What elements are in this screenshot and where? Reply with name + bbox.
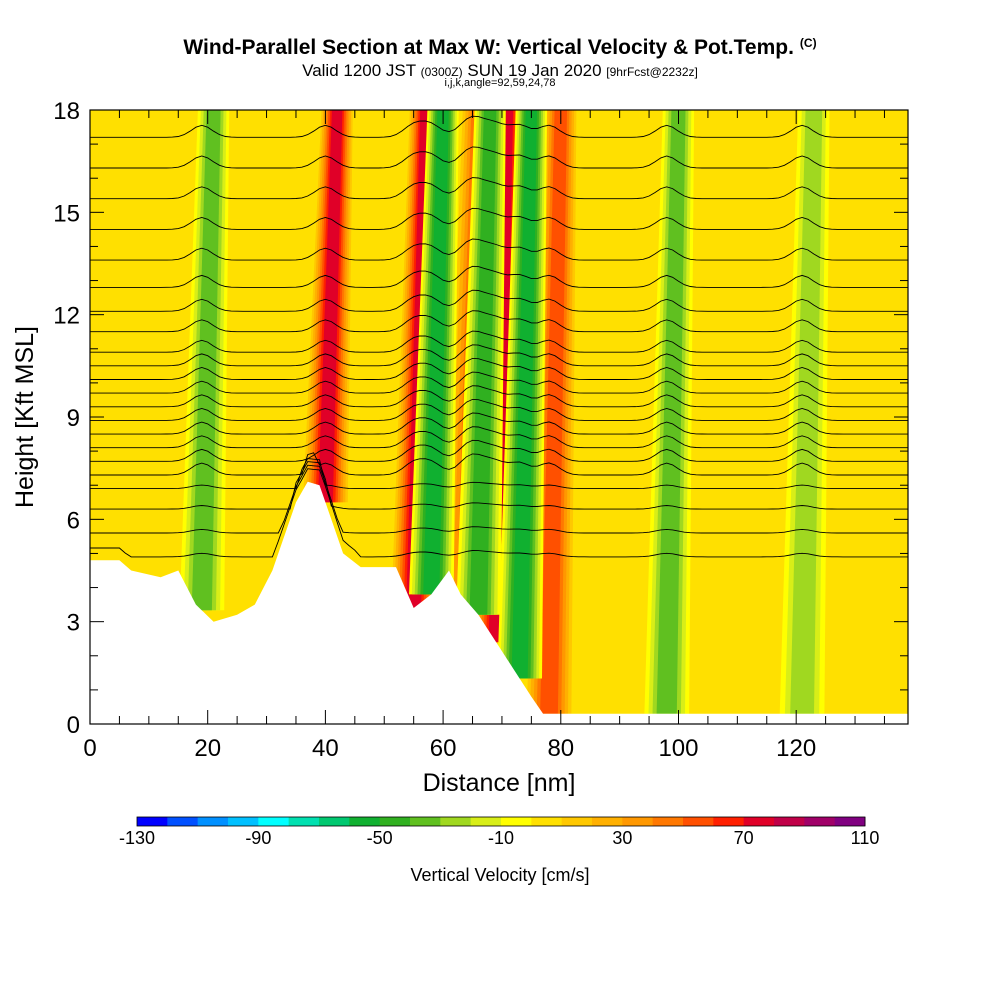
theta-contour (90, 207, 908, 230)
y-tick-label: 0 (67, 712, 80, 739)
x-axis: 0 20 40 60 80 100 120 (83, 110, 885, 762)
terrain-mask (90, 481, 908, 724)
colorbar-segment (197, 817, 229, 826)
theta-contour (90, 468, 908, 558)
y-tick-label: 18 (53, 98, 80, 125)
theta-contour (90, 439, 908, 462)
chart-subtitle: Valid 1200 JST (0300Z) SUN 19 Jan 2020 [… (0, 61, 1000, 81)
theta-contour (90, 398, 908, 421)
downdraft-66nm-level (469, 110, 497, 615)
colorbar-segment (349, 817, 381, 826)
theta-contour (90, 464, 908, 534)
downdraft-73nm-level (511, 110, 537, 679)
x-tick-label: 100 (658, 735, 698, 762)
copyright-mark: (C) (799, 36, 817, 50)
colorbar-segment (319, 817, 350, 826)
chart-title: Wind-Parallel Section at Max W: Vertical… (0, 36, 1000, 60)
x-tick-label: 0 (83, 735, 96, 762)
downdraft-121nm-level (790, 110, 823, 714)
downdraft-58nm-level (423, 110, 449, 595)
colorbar-tick-label: 110 (851, 828, 880, 848)
theta-contour (90, 146, 908, 169)
colorbar-segment (561, 817, 593, 826)
title-text: Wind-Parallel Section at Max W: Vertical… (183, 36, 794, 59)
y-tick-label: 12 (53, 303, 80, 330)
colorbar-segment (258, 817, 290, 826)
theta-contour (90, 458, 908, 490)
forecast-info: [9hrFcst@2232z] (606, 65, 698, 79)
colorbar-segment (379, 817, 411, 826)
theta-contour (90, 310, 908, 333)
colorbar-segment (652, 817, 684, 826)
colorbar-tick-label: -130 (119, 828, 155, 848)
theta-contour (90, 344, 908, 367)
y-axis: 0 3 6 9 12 15 18 (53, 98, 908, 739)
colorbar-segment (834, 817, 866, 826)
y-tick-label: 9 (67, 405, 80, 432)
colorbar-segment (137, 817, 168, 826)
updraft-78nm-level (540, 110, 567, 714)
colorbar-segment (622, 817, 654, 826)
colorbar-segment (228, 817, 259, 826)
colorbar-segment (440, 817, 472, 826)
theta-contour (90, 330, 908, 353)
theta-contours (90, 115, 908, 558)
downdraft-98nm-level (656, 110, 686, 714)
valid-utc: (0300Z) (420, 65, 463, 79)
colorbar-segment (288, 817, 320, 826)
x-tick-label: 60 (430, 735, 457, 762)
y-tick-label: 6 (67, 507, 80, 534)
colorbar-frame (136, 816, 866, 827)
y-tick-label: 15 (53, 200, 80, 227)
colorbar-segment (683, 817, 714, 826)
updraft-40nm-level (317, 110, 343, 503)
terrain (90, 481, 908, 724)
x-tick-label: 120 (776, 735, 816, 762)
colorbar-tick-label: -50 (367, 828, 393, 848)
colorbar-tick-label: 70 (734, 828, 754, 848)
colorbar-segment (713, 817, 745, 826)
colorbar-segment (743, 817, 775, 826)
theta-contour (90, 461, 908, 510)
colorbar-segment (774, 817, 805, 826)
colorbar-segment (531, 817, 563, 826)
theta-contour (90, 238, 908, 261)
x-tick-label: 40 (312, 735, 339, 762)
theta-contour (90, 357, 908, 380)
theta-contour (90, 385, 908, 408)
colorbar-segment (804, 817, 836, 826)
valid-pre: Valid 1200 JST (302, 61, 416, 80)
x-tick-label: 20 (194, 735, 221, 762)
theta-contour (90, 412, 908, 435)
theta-contour (90, 177, 908, 200)
colorbar-segment (410, 817, 441, 826)
chart-params: i,j,k,angle=92,59,24,78 (444, 77, 556, 89)
y-axis-label: Height [Kft MSL] (11, 326, 39, 508)
colorbar-segment (592, 817, 623, 826)
x-axis-label: Distance [nm] (423, 769, 576, 797)
theta-contour (90, 289, 908, 312)
colorbar-segment (501, 817, 532, 826)
theta-contour (90, 371, 908, 394)
colorbar-tick-label: 30 (612, 828, 632, 848)
colorbar-segment (470, 817, 502, 826)
colorbar: -130 -90 -50 -10 30 70 110 (119, 816, 880, 848)
colorbar-tick-label: -10 (488, 828, 514, 848)
x-tick-label: 80 (547, 735, 574, 762)
theta-contour (90, 452, 908, 476)
colorbar-segment (167, 817, 199, 826)
valid-date: SUN 19 Jan 2020 (467, 61, 602, 80)
y-tick-label: 3 (67, 610, 80, 637)
theta-contour (90, 426, 908, 449)
theta-contour (90, 265, 908, 288)
colorbar-tick-label: -90 (245, 828, 271, 848)
theta-contour (90, 115, 908, 138)
colorbar-label: Vertical Velocity [cm/s] (410, 865, 589, 885)
